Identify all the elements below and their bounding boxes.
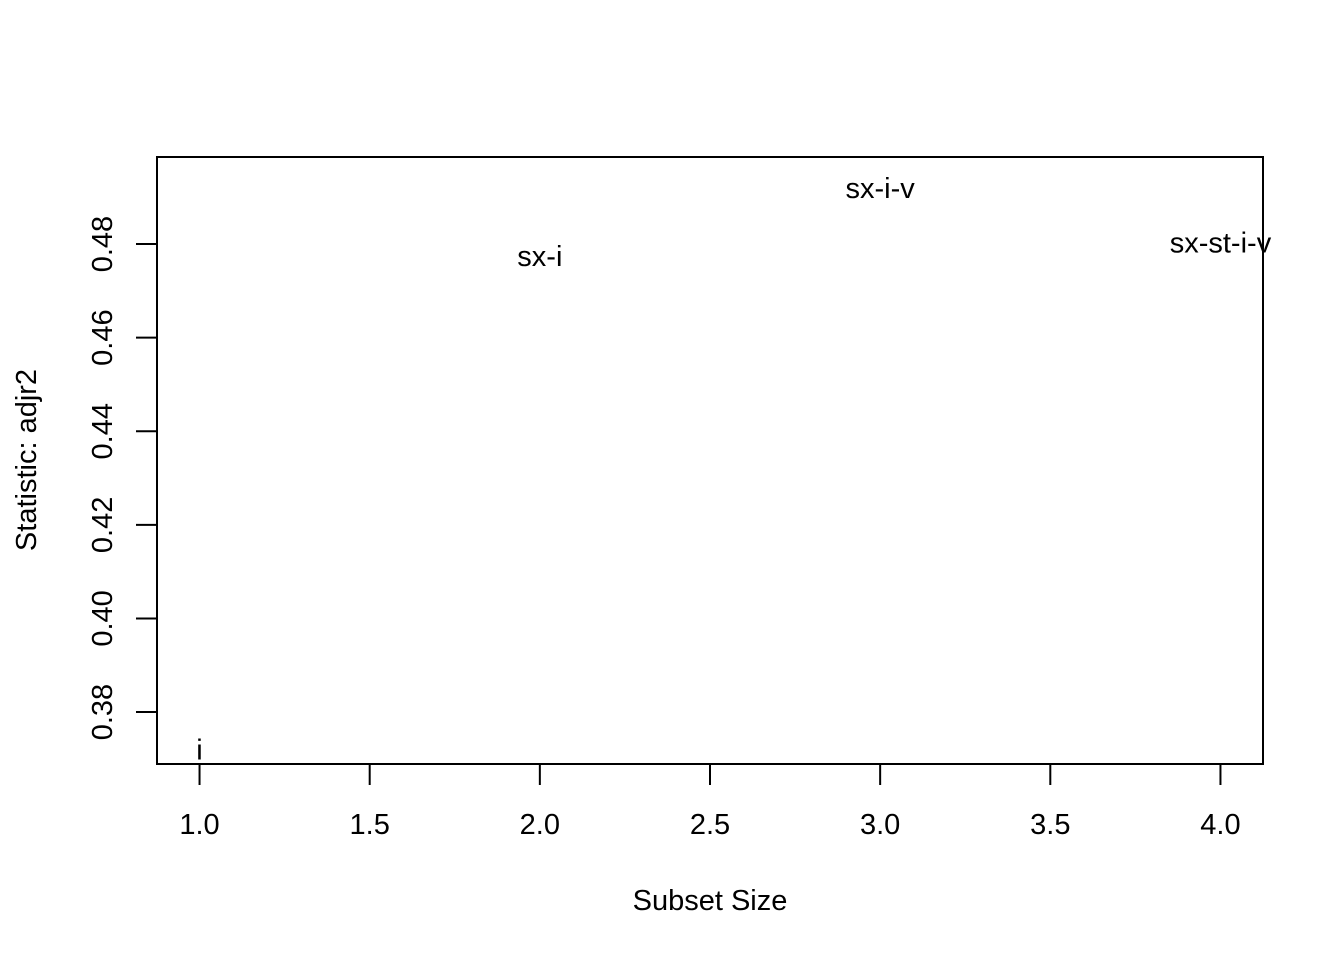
x-axis: 1.0 1.5 2.0 2.5 3.0 3.5 4.0 bbox=[179, 763, 1241, 841]
plot-frame bbox=[156, 156, 1264, 765]
x-tick-label: 2.5 bbox=[690, 809, 730, 841]
x-tick-label: 1.5 bbox=[350, 809, 390, 841]
y-tick-label: 0.48 bbox=[87, 216, 119, 272]
x-tick-label: 4.0 bbox=[1200, 809, 1240, 841]
x-tick-label: 3.0 bbox=[860, 809, 900, 841]
point-label: i bbox=[196, 734, 202, 766]
x-tick-label: 2.0 bbox=[520, 809, 560, 841]
y-tick-label: 0.44 bbox=[87, 403, 119, 459]
x-axis-title: Subset Size bbox=[633, 885, 788, 917]
point-label: sx-i-v bbox=[846, 173, 916, 205]
y-tick-label: 0.46 bbox=[87, 309, 119, 365]
point-label: sx-st-i-v bbox=[1170, 228, 1272, 260]
y-tick-label: 0.42 bbox=[87, 497, 119, 553]
x-tick-label: 1.0 bbox=[179, 809, 219, 841]
y-axis-title: Statistic: adjr2 bbox=[11, 369, 43, 551]
y-tick-label: 0.40 bbox=[87, 590, 119, 646]
data-points: i sx-i sx-i-v sx-st-i-v bbox=[196, 173, 1271, 767]
y-axis: 0.38 0.40 0.42 0.44 0.46 0.48 bbox=[87, 216, 158, 740]
point-label: sx-i bbox=[517, 241, 562, 273]
y-tick-label: 0.38 bbox=[87, 684, 119, 740]
x-tick-label: 3.5 bbox=[1030, 809, 1070, 841]
